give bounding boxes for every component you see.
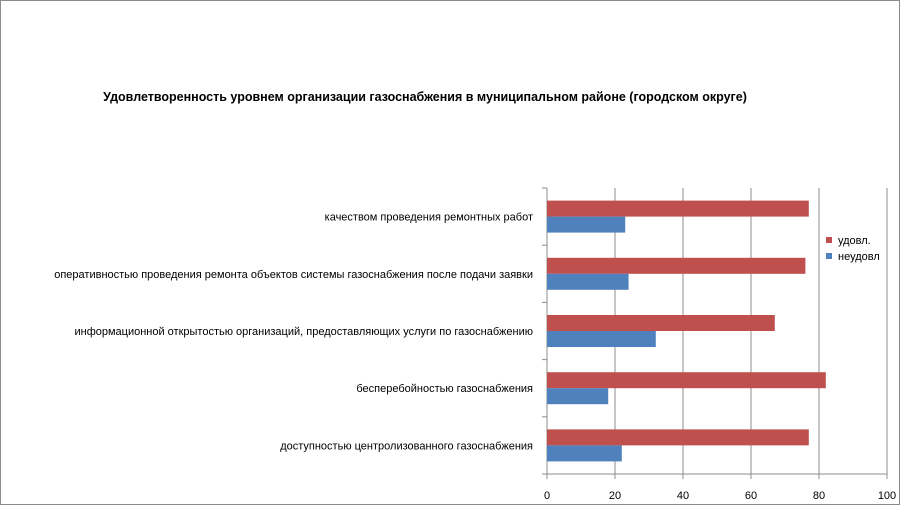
bar-udovl — [547, 315, 775, 331]
x-tick-label: 40 — [677, 490, 689, 502]
bar-udovl — [547, 429, 809, 446]
bar-neudovl — [547, 445, 622, 462]
bar-neudovl — [547, 216, 626, 233]
chart-title: Удовлетворенность уровнем организации га… — [103, 90, 747, 104]
legend-label: неудовл — [838, 251, 880, 263]
bar-udovl — [547, 257, 806, 274]
category-label: доступностью центролизованного газоснабж… — [280, 440, 533, 452]
x-tick-label: 0 — [544, 490, 550, 502]
bar-neudovl — [547, 388, 609, 405]
x-tick-label: 100 — [878, 490, 896, 502]
category-label: информационной открытостью организаций, … — [74, 326, 533, 338]
bar-udovl — [547, 200, 809, 217]
category-label: качеством проведения ремонтных работ — [325, 212, 533, 224]
legend-swatch — [826, 253, 832, 259]
x-tick-label: 20 — [609, 490, 621, 502]
legend-swatch — [826, 237, 832, 243]
x-tick-label: 60 — [745, 490, 757, 502]
bar-udovl — [547, 372, 826, 389]
x-tick-label: 80 — [813, 490, 825, 502]
bar-neudovl — [547, 273, 629, 290]
bar-neudovl — [547, 331, 656, 347]
legend-label: удовл. — [838, 235, 871, 247]
category-label: оперативностью проведения ремонта объект… — [54, 269, 533, 281]
category-label: бесперебойностью газоснабжения — [356, 383, 533, 395]
